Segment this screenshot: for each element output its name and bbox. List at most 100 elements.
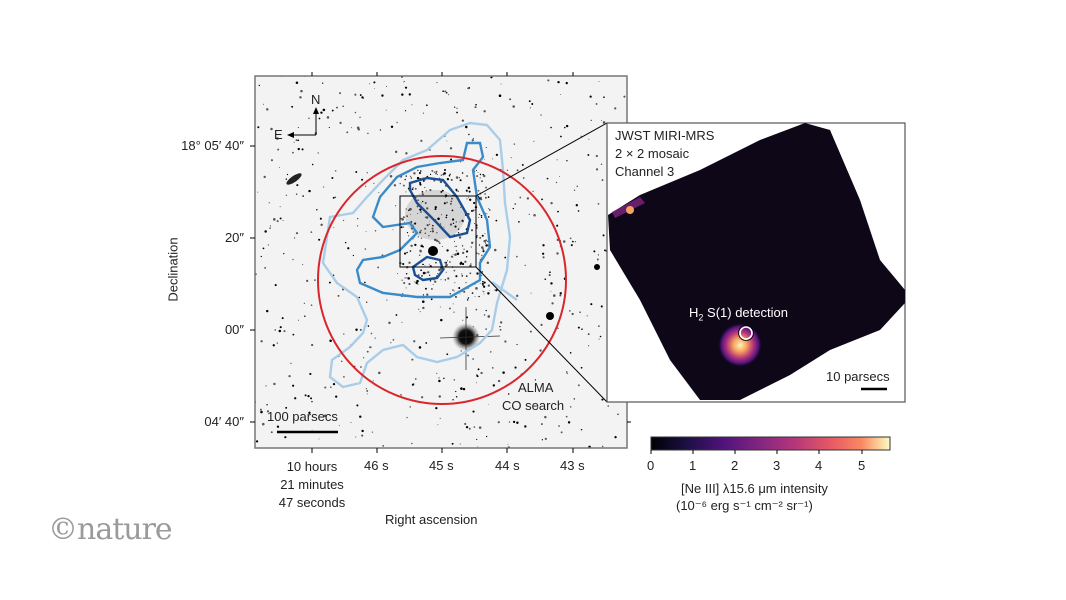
- star-speck: [303, 302, 306, 305]
- compass-arrows: [287, 107, 319, 138]
- star-speck: [450, 203, 452, 205]
- star-speck: [455, 188, 458, 191]
- star-speck: [509, 98, 512, 101]
- star-speck: [377, 266, 380, 269]
- star-speck: [438, 377, 440, 379]
- star-speck: [330, 386, 332, 388]
- star-speck: [333, 227, 335, 229]
- star-speck: [455, 221, 457, 223]
- star-speck: [475, 287, 478, 290]
- star-speck: [276, 425, 280, 428]
- star-speck: [557, 80, 560, 84]
- star-speck: [356, 404, 359, 407]
- star-speck: [346, 131, 349, 134]
- star-speck: [409, 175, 412, 178]
- star-speck: [494, 289, 496, 291]
- star-speck: [446, 178, 450, 181]
- star-speck: [462, 387, 466, 391]
- colorbar-tick: 0: [647, 458, 655, 473]
- star-speck: [469, 264, 472, 268]
- star-speck: [445, 214, 448, 217]
- star-speck: [476, 272, 479, 275]
- star-speck: [397, 273, 398, 275]
- star-speck: [477, 172, 479, 173]
- star-speck: [581, 328, 583, 330]
- star-speck: [308, 411, 311, 415]
- star-speck: [482, 248, 485, 250]
- star-speck: [357, 225, 359, 227]
- star-speck: [478, 426, 482, 429]
- star-speck: [259, 408, 262, 411]
- star-speck: [438, 379, 441, 383]
- star-speck: [454, 246, 456, 247]
- star-speck: [614, 107, 617, 110]
- star-speck: [439, 223, 442, 225]
- star-speck: [417, 169, 419, 172]
- star-speck: [311, 343, 314, 347]
- star-speck: [279, 206, 281, 208]
- star-speck: [587, 154, 590, 156]
- star-speck: [440, 214, 443, 216]
- star-speck: [418, 346, 422, 349]
- star-speck: [567, 421, 571, 424]
- star-speck: [270, 127, 273, 131]
- x-tick-label-first: 10 hours 21 minutes 47 seconds: [262, 458, 362, 512]
- star-speck: [361, 429, 364, 433]
- star-speck: [437, 240, 440, 243]
- star-speck: [480, 216, 483, 219]
- star-speck: [444, 261, 446, 264]
- star-speck: [441, 189, 444, 192]
- star-speck: [443, 202, 446, 205]
- star-speck: [458, 236, 462, 239]
- star-speck: [438, 242, 441, 245]
- star-speck: [461, 172, 464, 174]
- star-speck: [274, 284, 277, 287]
- star-speck: [601, 445, 604, 448]
- star-speck: [378, 192, 380, 194]
- star-speck: [457, 232, 460, 234]
- star-speck: [373, 81, 376, 84]
- star-speck: [516, 294, 519, 298]
- star-speck: [434, 280, 437, 283]
- star-speck: [533, 140, 535, 142]
- star-speck: [452, 222, 455, 225]
- star-speck: [465, 125, 468, 129]
- star-speck: [421, 191, 424, 193]
- star-speck: [425, 104, 428, 107]
- star-speck: [474, 106, 477, 109]
- compass-east-label: E: [274, 127, 283, 142]
- star-speck: [429, 188, 432, 192]
- star-speck: [420, 244, 422, 247]
- x-tick-label: 46 s: [364, 458, 389, 473]
- star-speck: [408, 282, 411, 286]
- star-speck: [577, 326, 580, 329]
- star-speck: [470, 229, 474, 232]
- star-speck: [361, 434, 364, 437]
- star-speck: [367, 132, 369, 135]
- star-speck: [283, 330, 286, 333]
- star-speck: [477, 189, 480, 192]
- star-speck: [569, 237, 572, 240]
- star-speck: [297, 147, 300, 151]
- star-speck: [435, 239, 439, 242]
- star-speck: [449, 261, 451, 263]
- star-speck: [487, 292, 490, 295]
- star-speck: [273, 382, 276, 386]
- star-speck: [529, 330, 532, 333]
- star-speck: [263, 175, 266, 179]
- star-speck: [379, 129, 382, 131]
- star-speck: [560, 94, 562, 95]
- star-speck: [431, 169, 434, 172]
- star-speck: [467, 87, 469, 90]
- star-speck: [411, 188, 414, 191]
- star-speck: [269, 225, 272, 227]
- star-speck: [337, 294, 340, 297]
- star-speck: [522, 177, 525, 179]
- star-speck: [472, 410, 475, 413]
- star-speck: [319, 217, 322, 220]
- star-speck: [342, 105, 344, 107]
- star-speck: [552, 294, 556, 297]
- star-speck: [401, 279, 403, 281]
- star-speck: [369, 83, 371, 85]
